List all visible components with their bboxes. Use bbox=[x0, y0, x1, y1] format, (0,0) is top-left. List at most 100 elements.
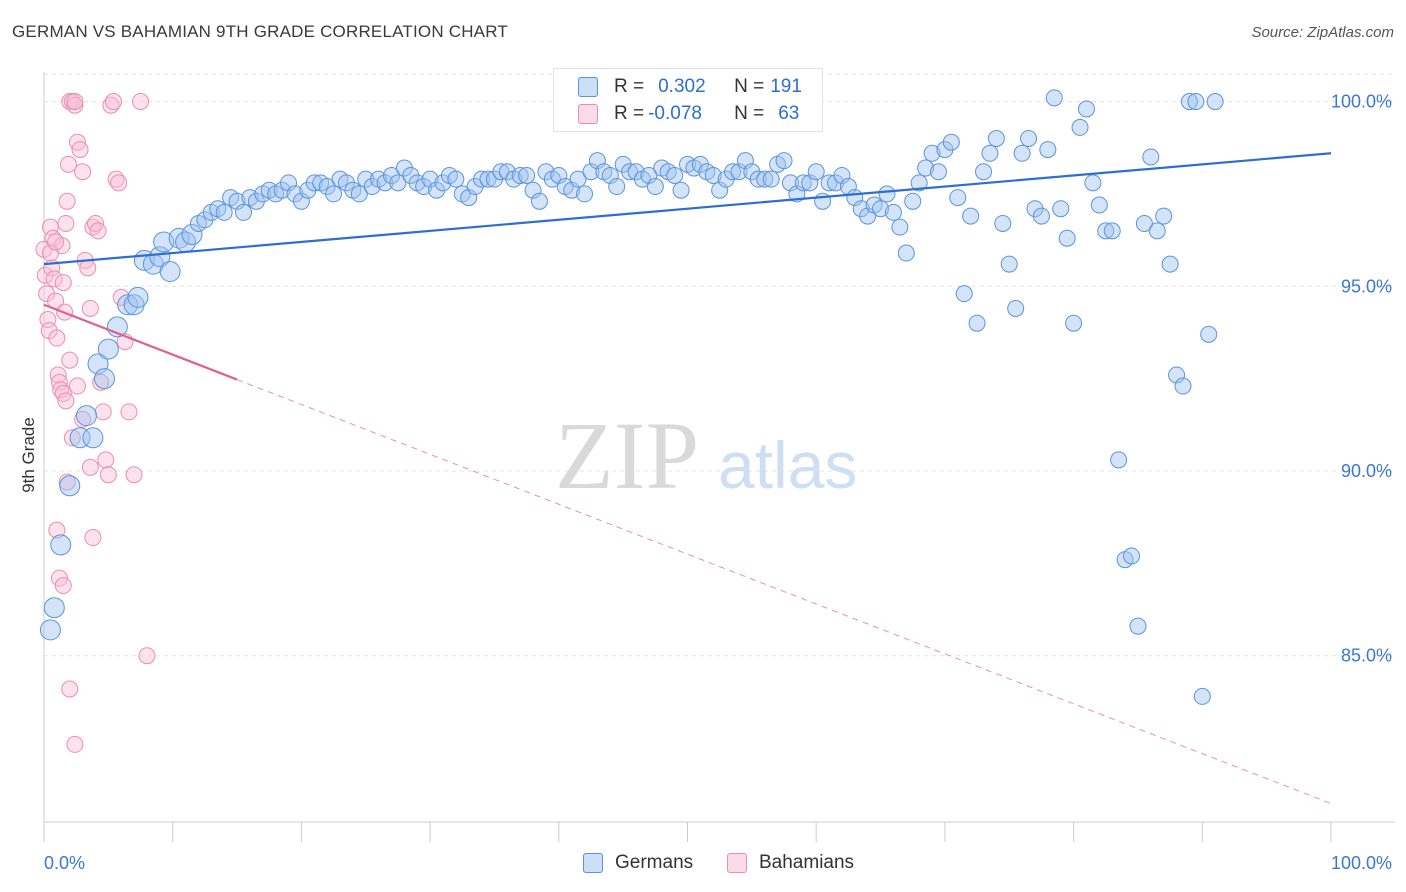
german-point bbox=[646, 178, 664, 196]
bahamian-point bbox=[94, 403, 112, 421]
bahamian-point bbox=[59, 155, 77, 173]
chart-title: GERMAN VS BAHAMIAN 9TH GRADE CORRELATION… bbox=[12, 22, 508, 41]
german-point bbox=[621, 163, 639, 181]
german-point bbox=[389, 174, 407, 192]
german-point bbox=[1174, 377, 1192, 395]
bahamian-point bbox=[48, 521, 66, 539]
german-point bbox=[228, 192, 246, 210]
bahamian-point bbox=[97, 451, 115, 469]
germans-trend-line bbox=[43, 152, 1332, 266]
bahamian-point bbox=[110, 174, 128, 192]
german-point bbox=[1071, 118, 1089, 136]
german-point bbox=[833, 166, 851, 184]
german-point bbox=[518, 166, 536, 184]
legend-row-bahamians: R = -0.078 N = 63 bbox=[578, 101, 799, 127]
series-bahamians bbox=[35, 93, 156, 753]
german-point bbox=[460, 189, 478, 207]
german-point bbox=[923, 144, 941, 162]
bahamians-trend-extension bbox=[236, 379, 1332, 804]
german-point bbox=[473, 170, 491, 188]
german-point bbox=[1206, 93, 1224, 111]
bahamian-point bbox=[58, 192, 76, 210]
watermark-atlas: atlas bbox=[718, 428, 857, 502]
bahamian-point bbox=[68, 377, 86, 395]
german-point bbox=[1110, 451, 1128, 469]
bahamian-point bbox=[63, 429, 81, 447]
german-point bbox=[711, 181, 729, 199]
german-point bbox=[479, 170, 497, 188]
german-point bbox=[781, 174, 799, 192]
german-point bbox=[736, 152, 754, 170]
german-point bbox=[1142, 148, 1160, 166]
german-point bbox=[968, 314, 986, 332]
german-point bbox=[994, 214, 1012, 232]
german-point bbox=[762, 170, 780, 188]
german-point bbox=[608, 178, 626, 196]
bahamian-point bbox=[125, 466, 143, 484]
x-tick-label: 100.0% bbox=[1331, 853, 1392, 873]
r-value: 0.302 bbox=[658, 76, 706, 97]
german-point bbox=[1187, 93, 1205, 111]
german-point bbox=[569, 170, 587, 188]
bahamian-point bbox=[54, 577, 72, 595]
german-point bbox=[280, 174, 298, 192]
legend-row-germans: R = 0.302 N = 191 bbox=[578, 74, 802, 100]
german-point bbox=[884, 203, 902, 221]
bahamian-point bbox=[57, 214, 75, 232]
german-point bbox=[492, 163, 510, 181]
german-point bbox=[75, 405, 97, 427]
german-point bbox=[775, 152, 793, 170]
german-point bbox=[82, 427, 104, 449]
legend-label-bahamians: Bahamians bbox=[759, 852, 855, 873]
german-point bbox=[1039, 141, 1057, 159]
german-point bbox=[1097, 222, 1115, 240]
bahamian-point bbox=[74, 410, 92, 428]
german-point bbox=[524, 181, 542, 199]
y-tick-label: 95.0% bbox=[1341, 276, 1392, 296]
german-point bbox=[1155, 207, 1173, 225]
legend-item-germans[interactable]: Germans bbox=[583, 852, 693, 874]
trend-lines bbox=[43, 152, 1332, 804]
german-point bbox=[117, 294, 139, 316]
german-point bbox=[1032, 207, 1050, 225]
german-point bbox=[43, 597, 65, 619]
german-point bbox=[1161, 255, 1179, 273]
n-value: 191 bbox=[770, 76, 802, 97]
bahamian-point bbox=[45, 270, 63, 288]
german-point bbox=[511, 166, 529, 184]
y-tick-label: 85.0% bbox=[1341, 646, 1392, 666]
bahamian-point bbox=[92, 373, 110, 391]
german-point bbox=[955, 285, 973, 303]
german-point bbox=[820, 174, 838, 192]
n-label: N = bbox=[734, 76, 765, 97]
german-point bbox=[1013, 144, 1031, 162]
german-point bbox=[69, 427, 91, 449]
german-point bbox=[640, 166, 658, 184]
german-point bbox=[153, 231, 175, 253]
bahamian-point bbox=[66, 93, 84, 111]
german-point bbox=[215, 203, 233, 221]
x-tick-label: 0.0% bbox=[44, 853, 85, 873]
german-point bbox=[666, 166, 684, 184]
german-point bbox=[1065, 314, 1083, 332]
bahamians-trend-line bbox=[43, 303, 238, 381]
german-point bbox=[949, 189, 967, 207]
german-point bbox=[962, 207, 980, 225]
german-point bbox=[325, 185, 343, 203]
german-point bbox=[1090, 196, 1108, 214]
german-point bbox=[530, 192, 548, 210]
bahamian-point bbox=[71, 141, 89, 159]
german-point bbox=[1045, 89, 1063, 107]
german-point bbox=[897, 244, 915, 262]
german-point bbox=[1058, 229, 1076, 247]
watermark-zip: ZIP bbox=[555, 402, 699, 509]
bahamian-point bbox=[66, 96, 84, 114]
german-point bbox=[1168, 366, 1186, 384]
german-point bbox=[1007, 299, 1025, 317]
german-point bbox=[801, 174, 819, 192]
german-point bbox=[305, 174, 323, 192]
german-point bbox=[929, 163, 947, 181]
legend-item-bahamians[interactable]: Bahamians bbox=[727, 852, 854, 874]
bahamian-point bbox=[104, 93, 122, 111]
